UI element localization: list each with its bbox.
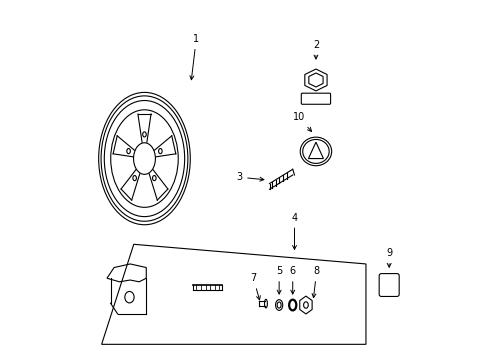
Text: 8: 8 xyxy=(311,266,319,298)
Text: 2: 2 xyxy=(312,40,318,59)
Text: 7: 7 xyxy=(250,273,260,300)
Text: 3: 3 xyxy=(236,172,264,182)
Text: 6: 6 xyxy=(289,266,295,294)
Text: 9: 9 xyxy=(386,248,391,267)
Text: 10: 10 xyxy=(292,112,311,131)
Text: 4: 4 xyxy=(291,212,297,249)
Text: 5: 5 xyxy=(275,266,282,294)
Text: 1: 1 xyxy=(189,34,199,80)
